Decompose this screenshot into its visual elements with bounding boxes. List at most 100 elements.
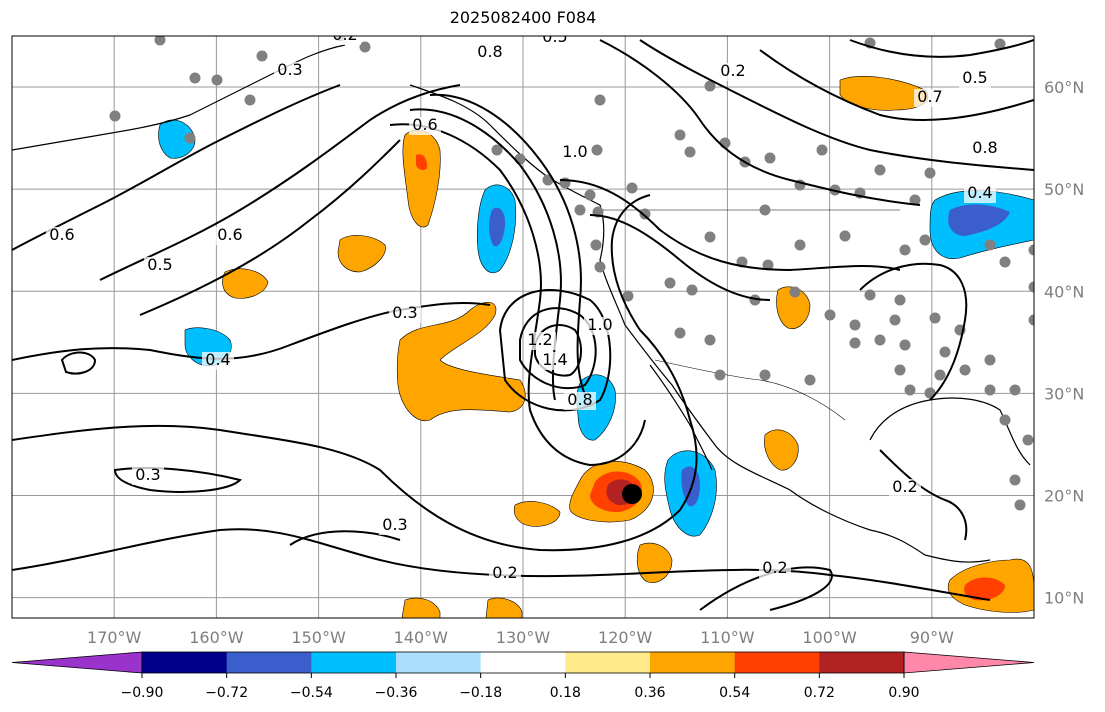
colorbar-segment	[480, 652, 566, 673]
station-dot	[491, 144, 503, 156]
contour-east-2	[879, 449, 968, 541]
contour-label: 0.2	[892, 477, 917, 496]
station-dot	[899, 244, 911, 256]
station-dot	[894, 364, 906, 376]
shading-layer	[158, 76, 1034, 618]
longitude-label: 150°W	[291, 628, 346, 647]
longitude-label: 90°W	[910, 628, 954, 647]
station-dot	[1009, 474, 1021, 486]
cold-anomaly-west-pacific	[158, 119, 196, 159]
colorbar-segment	[650, 652, 736, 673]
contour-label: 0.2	[492, 563, 517, 582]
warm-anomaly-bottom-mid	[485, 597, 523, 618]
contour-label: 0.8	[567, 390, 592, 409]
contour-label-bg	[389, 305, 421, 323]
station-dot	[109, 110, 121, 122]
station-dot	[959, 364, 971, 376]
colorbar-tick-label: 0.90	[888, 685, 919, 701]
contour-label: 1.0	[562, 142, 587, 161]
warm-anomaly-gulf-alaska	[402, 129, 441, 228]
station-dot	[626, 182, 638, 194]
station-dot	[759, 369, 771, 381]
latitude-label: 50°N	[1044, 180, 1084, 199]
contour-north-1	[599, 39, 921, 206]
contour-label-bg	[214, 227, 246, 245]
station-dot	[639, 208, 651, 220]
colorbar-frame	[141, 651, 905, 674]
station-dot	[984, 239, 996, 251]
contour-0-6	[99, 84, 461, 281]
station-dot	[674, 129, 686, 141]
longitude-label: 100°W	[802, 628, 857, 647]
gulf-coastline	[869, 397, 1031, 466]
contour-0-5	[12, 84, 341, 251]
colorbar-tick-label: −0.90	[121, 685, 164, 701]
contour-label-bg	[202, 352, 234, 370]
colorbar-extend-low	[11, 651, 143, 674]
cold-anomaly-offshore-core	[489, 207, 506, 247]
contour-trough-3	[429, 93, 586, 396]
longitude-label: 110°W	[700, 628, 755, 647]
contour-label: 0.6	[49, 225, 74, 244]
colorbar-segment	[734, 652, 820, 673]
station-dot	[899, 339, 911, 351]
contour-label: 0.2	[720, 61, 745, 80]
station-dot	[590, 239, 602, 251]
contour-label: 0.3	[382, 515, 407, 534]
colorbar-segment	[396, 652, 482, 673]
contour-label-bg	[132, 467, 164, 485]
contour-label-bg	[717, 63, 749, 81]
contour-low-3	[498, 289, 612, 412]
warm-anomaly-gulf-california	[764, 429, 799, 471]
warm-anomaly-bottom-left	[401, 597, 441, 618]
station-dot	[674, 327, 686, 339]
contour-label: 0.6	[217, 225, 242, 244]
contour-ridge-1	[559, 179, 901, 272]
contour-bottom-loop	[289, 530, 401, 546]
contour-label: 0.6	[412, 115, 437, 134]
contour-label-bg	[564, 392, 596, 410]
us-mexico-border	[654, 359, 846, 421]
station-dot	[1028, 314, 1034, 326]
contour-north-3	[759, 49, 1034, 121]
station-dot	[816, 144, 828, 156]
station-dot	[514, 153, 526, 165]
station-dot	[804, 374, 816, 386]
contour-label: 0.8	[477, 42, 502, 61]
station-dot	[574, 204, 586, 216]
contour-label: 0.2	[332, 25, 357, 44]
contour-label: 0.4	[967, 183, 992, 202]
contour-label: 0.3	[392, 303, 417, 322]
station-dot	[929, 312, 941, 324]
station-dot	[359, 41, 371, 53]
latitude-label: 40°N	[1044, 282, 1084, 301]
contour-label-bg	[959, 70, 991, 88]
latitude-labels: 60°N 50°N 40°N 30°N 20°N 10°N	[1044, 78, 1084, 608]
warm-anomaly-south-2	[513, 501, 561, 527]
contour-label-bg	[964, 185, 996, 203]
contour-label-bg	[559, 144, 591, 162]
contour-label-bg	[46, 227, 78, 245]
contour-label: 0.5	[962, 68, 987, 87]
station-dot	[984, 354, 996, 366]
station-dot	[894, 294, 906, 306]
contour-label-bg	[489, 565, 521, 583]
contour-ridge-2	[589, 214, 771, 301]
colorbar-tick-label: 0.54	[719, 685, 750, 701]
station-dot	[584, 189, 596, 201]
station-dot	[704, 334, 716, 346]
station-dot	[704, 231, 716, 243]
pacific-coastline	[409, 84, 991, 563]
map-frame	[11, 35, 1035, 619]
colorbar-tick-label: −0.18	[459, 685, 502, 701]
contour-0-3-outer	[12, 194, 698, 552]
contour-label: 1.4	[542, 350, 567, 369]
longitude-label: 120°W	[598, 628, 653, 647]
colorbar-tick-label: 0.72	[804, 685, 835, 701]
warm-anomaly-gulf-core	[416, 154, 428, 171]
contour-label-bg	[409, 117, 441, 135]
longitude-labels: 170°W 160°W 150°W 140°W 130°W 120°W 110°W 100°W…	[87, 628, 954, 647]
station-dot	[924, 167, 936, 179]
station-dot	[211, 74, 223, 86]
contour-label-bg	[379, 517, 411, 535]
